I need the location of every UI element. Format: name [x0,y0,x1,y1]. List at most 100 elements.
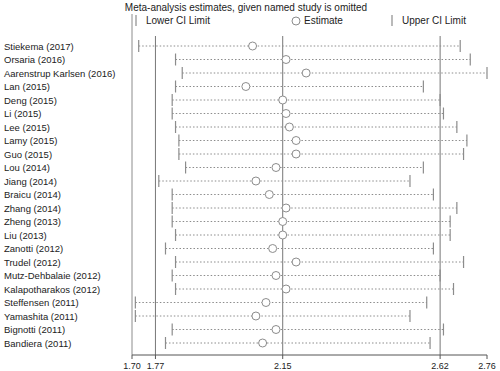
lower-ci-mark [185,162,186,174]
estimate-point [282,204,290,212]
estimate-point [279,96,287,104]
ci-line [159,181,410,182]
estimate-point [269,245,277,253]
study-label: Li (2015) [4,108,42,119]
estimate-point [292,150,300,158]
upper-ci-mark [466,135,467,147]
lower-ci-mark [178,135,179,147]
upper-ci-mark [463,148,464,160]
x-tick [155,355,156,359]
x-tick-label: 2.76 [478,361,496,371]
upper-ci-mark [426,297,427,309]
study-label: Bignotti (2011) [4,324,65,335]
study-label: Mutz-Dehbalaie (2012) [4,270,101,281]
study-label: Aarenstrup Karlsen (2016) [4,68,115,79]
lower-ci-mark [172,216,173,228]
x-tick [487,355,488,359]
ci-line [176,86,424,87]
estimate-point [292,258,300,266]
study-label: Zhang (2014) [4,203,61,214]
axis-line-left [132,14,133,355]
upper-ci-mark [456,121,457,133]
lower-ci-mark [175,256,176,268]
estimate-point [292,137,300,145]
chart-svg: Meta-analysis estimates, given named stu… [0,0,500,371]
study-label: Orsaria (2016) [4,54,65,65]
study-label: Lee (2015) [4,122,50,133]
estimate-point [249,42,257,50]
upper-ci-mark [453,283,454,295]
legend-symbol [292,17,300,25]
estimate-point [282,110,290,118]
lower-ci-mark [175,54,176,66]
estimate-point [259,339,267,347]
estimate-point [262,299,270,307]
upper-ci-mark [433,189,434,201]
ci-line [135,316,410,317]
ci-line [139,46,461,47]
study-label: Lou (2014) [4,162,50,173]
x-tick-label: 2.62 [431,361,449,371]
ci-line [172,194,433,195]
upper-ci-mark [440,270,441,282]
study-label: Kalapotharakos (2012) [4,284,100,295]
study-label: Lan (2015) [4,81,50,92]
lower-ci-mark [172,94,173,106]
ci-line [172,221,450,222]
upper-ci-mark [463,256,464,268]
study-label: Zanotti (2012) [4,243,63,254]
lower-ci-mark [165,243,166,255]
upper-ci-mark [423,81,424,93]
study-label: Deng (2015) [4,95,57,106]
estimate-point [282,56,290,64]
lower-ci-mark [165,337,166,349]
upper-ci-mark [450,216,451,228]
x-tick [440,355,441,359]
ci-line [186,167,424,168]
x-axis-line [132,355,487,356]
upper-ci-mark [433,243,434,255]
upper-ci-mark [470,54,471,66]
ci-line [179,140,467,141]
ci-line [176,289,454,290]
ci-line [172,113,443,114]
ci-line [182,73,487,74]
estimate-point [252,177,260,185]
study-label: Zheng (2013) [4,216,61,227]
ci-line [172,275,440,276]
lower-ci-mark [172,270,173,282]
lower-ci-mark [158,175,159,187]
title: Meta-analysis estimates, given named stu… [125,2,367,13]
lower-ci-mark [172,108,173,120]
ci-line [176,127,457,128]
legend-label: Estimate [304,15,343,26]
lower-ci-mark [175,283,176,295]
chart-root: Meta-analysis estimates, given named stu… [0,0,500,371]
study-label: Liu (2013) [4,230,47,241]
lower-ci-mark [175,121,176,133]
overall-lower-line [155,36,156,355]
estimate-point [302,69,310,77]
upper-ci-mark [409,175,410,187]
study-label: Bandiera (2011) [4,338,71,349]
estimate-point [282,285,290,293]
upper-ci-mark [450,229,451,241]
estimate-point [265,191,273,199]
x-tick-label: 1.77 [147,361,165,371]
lower-ci-mark [172,189,173,201]
lower-ci-mark [135,297,136,309]
overall-upper-line [440,36,441,355]
x-tick [132,355,133,359]
estimate-point [272,326,280,334]
ci-line [172,208,457,209]
ci-line [176,262,464,263]
lower-ci-mark [175,81,176,93]
estimate-point [272,164,280,172]
x-tick-label: 1.70 [123,361,141,371]
study-label: Yamashita (2011) [4,311,78,322]
x-tick [282,355,283,359]
estimate-point [252,312,260,320]
lower-ci-mark [182,67,183,79]
lower-ci-mark [172,202,173,214]
ci-line [179,154,464,155]
